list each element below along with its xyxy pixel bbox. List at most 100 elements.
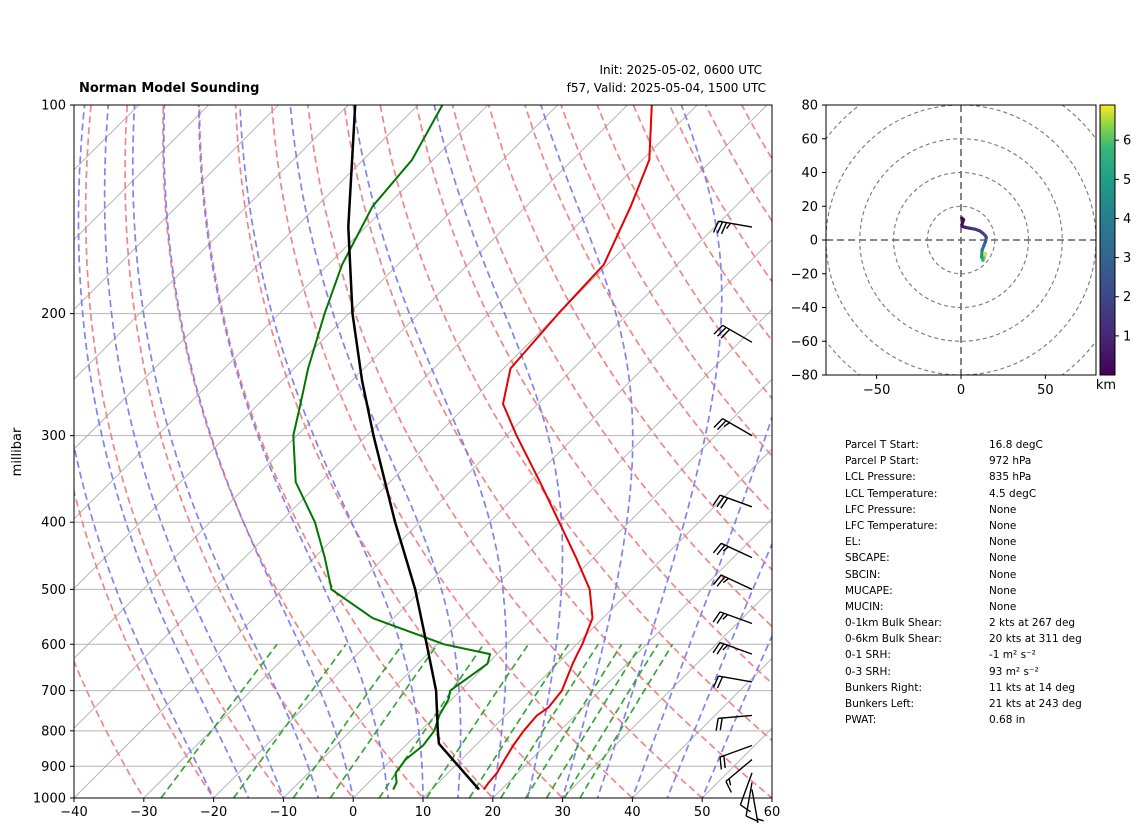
hodograph-y-tick-label: −60 <box>791 335 818 350</box>
wind-barb-feather <box>720 497 729 509</box>
stat-label: LCL Temperature: <box>845 487 938 500</box>
dry-adiabat <box>596 105 772 400</box>
stat-label: LFC Pressure: <box>845 503 916 516</box>
hodograph-y-tick-label: −80 <box>791 369 818 384</box>
mixing-ratio-line <box>545 643 642 798</box>
stat-label: Bunkers Left: <box>845 698 915 710</box>
stat-label: SBCIN: <box>845 568 881 581</box>
x-tick-label: 50 <box>694 805 711 820</box>
wind-barb-feather <box>712 574 722 586</box>
wind-barb <box>712 574 753 591</box>
stat-value: None <box>989 503 1017 516</box>
y-tick-label: 1000 <box>33 792 66 807</box>
wind-barb-feather <box>723 422 731 428</box>
stat-label: LCL Pressure: <box>845 471 916 484</box>
stat-value: -1 m² s⁻² <box>989 649 1036 662</box>
isotherm-line <box>352 378 772 798</box>
moist-adiabat <box>433 105 564 798</box>
isotherm-line <box>492 518 772 798</box>
stat-row: LFC Pressure: None <box>845 502 1105 518</box>
stat-row: SBCAPE: None <box>845 550 1105 566</box>
wind-barb-staff <box>719 641 753 655</box>
isotherm-line <box>561 587 772 798</box>
isotherm-line <box>74 105 210 241</box>
y-tick-label: 800 <box>41 724 66 739</box>
dry-adiabat <box>74 487 215 798</box>
stat-row: LFC Temperature: None <box>845 518 1105 534</box>
init-time-label: Init: 2025-05-02, 0600 UTC <box>599 63 762 77</box>
wind-barb <box>745 782 758 822</box>
stat-row: 0-1 SRH: -1 m² s⁻² <box>845 647 1105 663</box>
wind-barb-feather <box>722 577 730 584</box>
wind-barb <box>712 494 753 509</box>
wind-barb <box>725 758 753 793</box>
mixing-ratio-line <box>378 643 485 798</box>
hodograph-y-tick-label: 20 <box>801 200 818 215</box>
y-tick-label: 200 <box>41 307 66 322</box>
stat-value: 93 m² s⁻² <box>989 665 1039 678</box>
stat-row: LCL Pressure: 835 hPa <box>845 469 1105 485</box>
hodograph-y-tick-label: 60 <box>801 132 818 147</box>
wind-barb-feather <box>739 804 752 813</box>
stat-label: MUCAPE: <box>845 584 893 597</box>
wind-barb-feather <box>716 576 726 587</box>
moist-adiabat <box>540 105 634 798</box>
stat-row: Parcel P Start: 972 hPa <box>845 453 1105 469</box>
hodograph-panel: −50 0 50 −80 −60 −40 −20 0 20 40 60 80 <box>791 99 1097 398</box>
dry-adiabat <box>124 105 355 798</box>
hodograph-y-tick-label: −20 <box>791 267 818 282</box>
parcel-profile <box>347 105 480 791</box>
stat-row: MUCAPE: None <box>845 583 1105 599</box>
wind-barb-feather <box>716 496 725 508</box>
moist-adiabat <box>131 105 320 798</box>
y-axis-label: millibar <box>10 427 25 476</box>
wind-barb-staff <box>725 758 753 782</box>
x-tick-label: 0 <box>349 805 357 820</box>
wind-barb-feather <box>716 221 724 234</box>
stat-value: 2 kts at 267 deg <box>989 617 1076 630</box>
dry-adiabat <box>84 105 285 798</box>
moist-adiabat <box>596 105 723 798</box>
y-tick-label: 500 <box>41 583 66 598</box>
wind-barb-staff <box>722 324 753 343</box>
wind-barb-staff <box>720 574 753 591</box>
stat-value: 972 hPa <box>989 455 1032 468</box>
stat-value: None <box>989 584 1017 597</box>
mixing-ratio-line <box>579 643 674 798</box>
stat-label: PWAT: <box>845 714 877 727</box>
wind-barb-feather <box>712 494 721 506</box>
isotherm-line <box>143 169 772 798</box>
wind-barb-feather <box>716 326 727 337</box>
mixing-ratio-line <box>232 643 347 798</box>
wind-barb-feather <box>713 324 724 335</box>
wind-barb-feather <box>712 642 721 654</box>
mixing-ratio-line <box>292 643 404 798</box>
stat-row: Parcel T Start: 16.8 degC <box>845 437 1105 453</box>
wind-barb-feather <box>716 643 725 655</box>
dry-adiabat <box>560 105 772 458</box>
moist-adiabat <box>289 105 462 798</box>
stat-label: 0-3 SRH: <box>845 665 891 678</box>
wind-barb <box>713 418 753 437</box>
moist-adiabat <box>352 105 508 798</box>
skewt-background-lines <box>74 105 772 798</box>
wind-barb-staff <box>718 714 753 720</box>
stat-row: Bunkers Right: 11 kts at 14 deg <box>845 680 1105 696</box>
x-tick-label: −20 <box>200 805 227 820</box>
isotherm-line <box>631 657 772 798</box>
wind-barb-staff <box>745 782 753 817</box>
stat-value: None <box>989 552 1017 565</box>
wind-barb-feather <box>719 757 723 770</box>
wind-barb-feather <box>723 755 726 769</box>
wind-barb <box>712 542 753 559</box>
dry-adiabat <box>415 105 772 685</box>
colorbar-label: km <box>1096 378 1116 393</box>
stat-label: Bunkers Right: <box>845 681 922 694</box>
stat-value: None <box>989 600 1017 613</box>
hodograph-x-tick-label: −50 <box>863 383 890 398</box>
wind-barb-feather <box>716 676 724 689</box>
moist-adiabat <box>239 105 424 798</box>
wind-barb-feather <box>728 778 732 786</box>
stat-value: 4.5 degC <box>989 487 1037 500</box>
